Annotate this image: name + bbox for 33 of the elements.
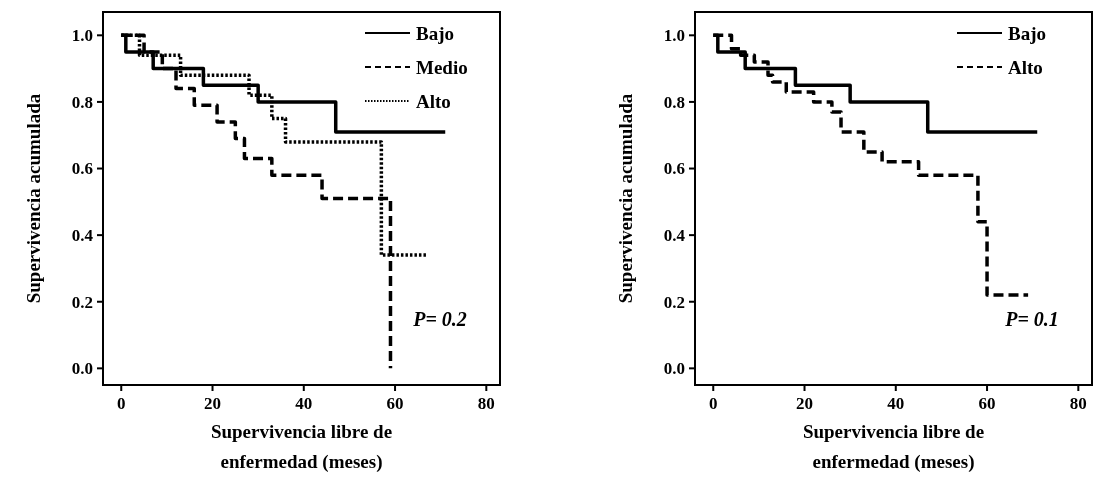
- x-tick-label: 60: [978, 394, 996, 413]
- y-tick-label: 0.0: [71, 359, 93, 379]
- x-tick-label: 0: [117, 394, 126, 413]
- y-tick-label: 0.4: [71, 226, 94, 246]
- x-axis-title: Supervivencia libre de enfermedad (meses): [802, 421, 985, 473]
- y-tick-label: 0.8: [71, 92, 93, 112]
- legend-label: Medio: [416, 56, 468, 78]
- y-axis-title: Supervivencia acumulada: [615, 93, 636, 304]
- x-tick-label: 40: [887, 394, 905, 413]
- x-tick-label: 0: [709, 394, 718, 413]
- x-tick-label: 80: [477, 394, 495, 413]
- y-tick-label: 1.0: [663, 26, 685, 46]
- x-tick-label: 40: [295, 394, 313, 413]
- legend-label: Alto: [416, 90, 451, 112]
- x-tick-label: 20: [204, 394, 222, 413]
- annotation: P= 0.2: [412, 307, 467, 330]
- x-tick-label: 20: [796, 394, 814, 413]
- legend-label: Bajo: [416, 22, 454, 44]
- x-axis-title: Supervivencia libre de enfermedad (meses): [210, 421, 393, 473]
- legend-label: Bajo: [1008, 22, 1046, 44]
- y-tick-label: 0.2: [71, 292, 93, 312]
- y-tick-label: 0.0: [663, 359, 685, 379]
- annotation: P= 0.1: [1004, 307, 1059, 330]
- y-tick-label: 0.6: [71, 159, 93, 179]
- legend-label: Alto: [1008, 56, 1043, 78]
- y-axis-title: Supervivencia acumulada: [23, 93, 44, 304]
- x-tick-label: 80: [1069, 394, 1087, 413]
- x-tick-label: 60: [386, 394, 404, 413]
- y-tick-label: 0.6: [663, 159, 685, 179]
- y-tick-label: 0.2: [663, 292, 685, 312]
- y-tick-label: 1.0: [71, 26, 93, 46]
- y-tick-label: 0.8: [663, 92, 685, 112]
- y-tick-label: 0.4: [663, 226, 686, 246]
